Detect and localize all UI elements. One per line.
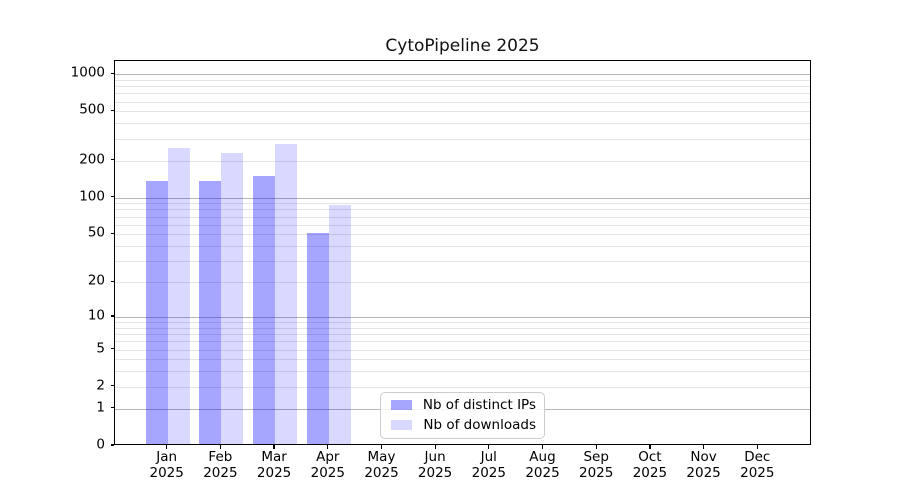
gridline-minor [115, 282, 810, 284]
y-tick-label: 20 [87, 272, 105, 289]
y-tick-label: 1 [96, 399, 105, 416]
y-tick [110, 158, 114, 161]
gridline-minor [115, 359, 810, 361]
bar-downloads-feb [221, 152, 244, 445]
gridline-minor [115, 224, 810, 226]
y-tick-label: 0 [96, 436, 105, 453]
gridline-minor [115, 322, 810, 324]
y-tick [110, 232, 114, 234]
legend-label: Nb of distinct IPs [422, 397, 536, 413]
bar-distinct-ips-mar [253, 176, 276, 445]
x-tick-label: Sep 2025 [579, 449, 614, 481]
y-tick [110, 444, 114, 446]
y-tick-label: 100 [79, 188, 105, 205]
x-tick-label: Jun 2025 [417, 449, 453, 481]
y-tick-label: 200 [79, 151, 105, 168]
x-tick-label: Dec 2025 [740, 449, 775, 481]
x-tick [595, 445, 597, 449]
gridline-minor [115, 341, 810, 343]
x-tick [434, 445, 436, 449]
gridline-minor [115, 234, 810, 236]
y-tick [110, 385, 114, 387]
y-tick-label: 1000 [70, 64, 105, 81]
y-tick-label: 50 [87, 224, 105, 241]
x-tick-label: Nov 2025 [686, 449, 721, 481]
gridline-minor [115, 86, 810, 88]
y-tick-label: 5 [96, 340, 105, 357]
x-tick [649, 445, 651, 449]
gridline-minor [115, 386, 810, 388]
y-tick [110, 347, 114, 350]
gridline-minor [115, 93, 810, 95]
gridline-minor [115, 334, 810, 336]
bar-downloads-jan [167, 147, 190, 445]
x-tick [166, 445, 168, 449]
chart-title: CytoPipeline 2025 [385, 36, 540, 56]
x-tick [541, 445, 544, 449]
gridline-minor [115, 138, 810, 140]
legend-swatch-distinct-ips-icon [391, 400, 412, 410]
plot-area [114, 59, 811, 445]
gridline-minor [115, 246, 810, 248]
bar-downloads-apr [328, 205, 351, 445]
x-tick-label: Aug 2025 [525, 449, 560, 481]
legend-item: Nb of distinct IPs [389, 397, 536, 413]
x-tick-label: May 2025 [364, 449, 399, 481]
y-tick-label: 2 [96, 377, 105, 394]
x-tick [703, 445, 705, 449]
gridline-minor [115, 160, 810, 162]
legend-swatch-downloads-icon [391, 420, 413, 430]
bar-distinct-ips-feb [199, 181, 222, 445]
gridline-minor [115, 216, 810, 218]
gridline-major [115, 197, 810, 199]
x-tick [488, 445, 490, 449]
gridline-minor [115, 261, 810, 263]
legend: Nb of distinct IPs Nb of downloads [380, 391, 545, 439]
gridline-minor [115, 209, 810, 211]
gridline-major [115, 316, 810, 318]
x-tick-label: Oct 2025 [632, 449, 668, 481]
legend-item: Nb of downloads [389, 417, 536, 433]
x-tick-label: Apr 2025 [310, 449, 345, 481]
y-tick [110, 315, 114, 317]
y-tick [110, 72, 114, 74]
gridline-minor [115, 79, 810, 81]
y-tick [110, 195, 114, 198]
x-tick-label: Mar 2025 [256, 449, 292, 481]
gridline-minor [115, 203, 810, 205]
gridline-minor [115, 349, 810, 351]
gridline-minor [115, 111, 810, 113]
x-tick-label: Jan 2025 [149, 449, 184, 481]
y-tick [110, 280, 114, 282]
x-tick-label: Feb 2025 [203, 449, 238, 481]
gridline-minor [115, 101, 810, 103]
x-tick [380, 445, 383, 449]
gridline-major [115, 74, 810, 76]
bar-distinct-ips-apr [306, 233, 329, 445]
bar-distinct-ips-jan [145, 180, 168, 445]
y-tick-label: 500 [79, 102, 105, 119]
x-tick [273, 445, 275, 449]
x-tick [756, 445, 758, 449]
x-tick [327, 445, 329, 449]
y-tick-label: 10 [87, 307, 105, 324]
x-tick [219, 445, 221, 449]
y-tick [110, 109, 114, 111]
legend-label: Nb of downloads [423, 417, 536, 433]
gridline-minor [115, 327, 810, 329]
gridline-minor [115, 123, 810, 125]
x-tick-label: Jul 2025 [471, 449, 506, 481]
y-tick [110, 407, 114, 409]
gridline-minor [115, 371, 810, 373]
bar-downloads-mar [275, 143, 298, 445]
